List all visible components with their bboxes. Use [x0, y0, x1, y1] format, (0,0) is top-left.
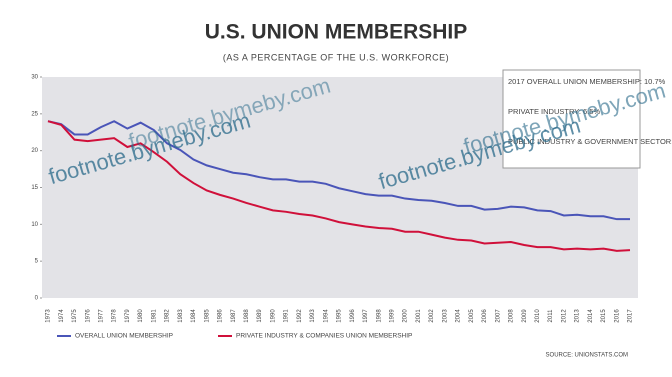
x-tick-label: 1995: [337, 309, 343, 323]
x-tick-label: 2017: [628, 309, 634, 323]
x-tick-label: 1977: [98, 309, 104, 323]
annotation: PRIVATE INDUSTRY: 6.5%: [508, 107, 600, 116]
y-tick-label: 0: [35, 296, 39, 302]
x-tick-label: 1998: [376, 309, 382, 323]
series-line: [47, 120, 630, 221]
x-tick-label: 2001: [416, 309, 422, 323]
x-tick-label: 1992: [297, 309, 303, 323]
x-tick-label: 2004: [456, 309, 462, 323]
x-tick-label: 1983: [178, 309, 184, 323]
x-tick-label: 1978: [112, 309, 118, 323]
x-tick-label: 1985: [204, 309, 210, 323]
y-tick-label: 15: [31, 185, 38, 191]
x-tick-label: 2015: [601, 309, 607, 323]
y-tick-label: 25: [31, 111, 38, 117]
x-tick-label: 1973: [46, 309, 52, 323]
x-tick-label: 2002: [429, 309, 435, 323]
chart-title: U.S. UNION MEMBERSHIP: [205, 21, 468, 44]
y-tick-label: 5: [35, 259, 39, 265]
x-tick-label: 1991: [284, 309, 290, 323]
x-tick-label: 1976: [85, 309, 91, 323]
x-tick-label: 1999: [389, 309, 395, 323]
annotation: 2017 OVERALL UNION MEMBERSHIP: 10.7%: [508, 77, 666, 86]
chart-subtitle: (AS A PERCENTAGE OF THE U.S. WORKFORCE): [223, 52, 449, 62]
y-tick-label: 20: [31, 148, 38, 154]
x-tick-label: 1981: [151, 309, 157, 323]
y-tick-label: 30: [31, 75, 38, 81]
x-tick-label: 1990: [270, 309, 276, 323]
x-tick-label: 2014: [588, 309, 594, 323]
x-tick-label: 1987: [231, 309, 237, 323]
x-tick-label: 1982: [165, 309, 171, 323]
x-tick-label: 2003: [442, 309, 448, 323]
x-tick-label: 2016: [614, 309, 620, 323]
x-tick-label: 2006: [482, 309, 488, 323]
legend-label: PRIVATE INDUSTRY & COMPANIES UNION MEMBE…: [236, 333, 412, 340]
x-tick-label: 2009: [522, 309, 528, 323]
x-tick-label: 1989: [257, 309, 263, 323]
x-tick-label: 1980: [138, 309, 144, 323]
x-tick-label: 1994: [323, 309, 329, 323]
y-tick-label: 10: [31, 222, 38, 228]
series-line: [47, 120, 631, 252]
x-tick-label: 2013: [575, 309, 581, 323]
annotation-box: [502, 69, 641, 169]
x-tick-label: 1988: [244, 309, 250, 323]
source: SOURCE: UNIONSTATS.COM: [546, 353, 628, 359]
x-tick-label: 2005: [469, 309, 475, 323]
x-tick-label: 1984: [191, 309, 197, 323]
x-tick-label: 1996: [350, 309, 356, 323]
x-tick-label: 1986: [218, 309, 224, 323]
x-tick-label: 1979: [125, 309, 131, 323]
x-tick-label: 2010: [535, 309, 541, 323]
x-tick-label: 1974: [59, 309, 65, 323]
x-tick-label: 1993: [310, 309, 316, 323]
x-tick-label: 1997: [363, 309, 369, 323]
x-tick-label: 2008: [509, 309, 515, 323]
x-tick-label: 2000: [403, 309, 409, 323]
annotation: PUBLIC INDUSTRY & GOVERNMENT SECTOR: 34.…: [508, 137, 672, 146]
legend-label: OVERALL UNION MEMBERSHIP: [75, 333, 173, 340]
x-tick-label: 2007: [495, 309, 501, 323]
x-tick-label: 2011: [548, 309, 554, 323]
x-tick-label: 1975: [72, 309, 78, 323]
x-tick-label: 2012: [561, 309, 567, 323]
